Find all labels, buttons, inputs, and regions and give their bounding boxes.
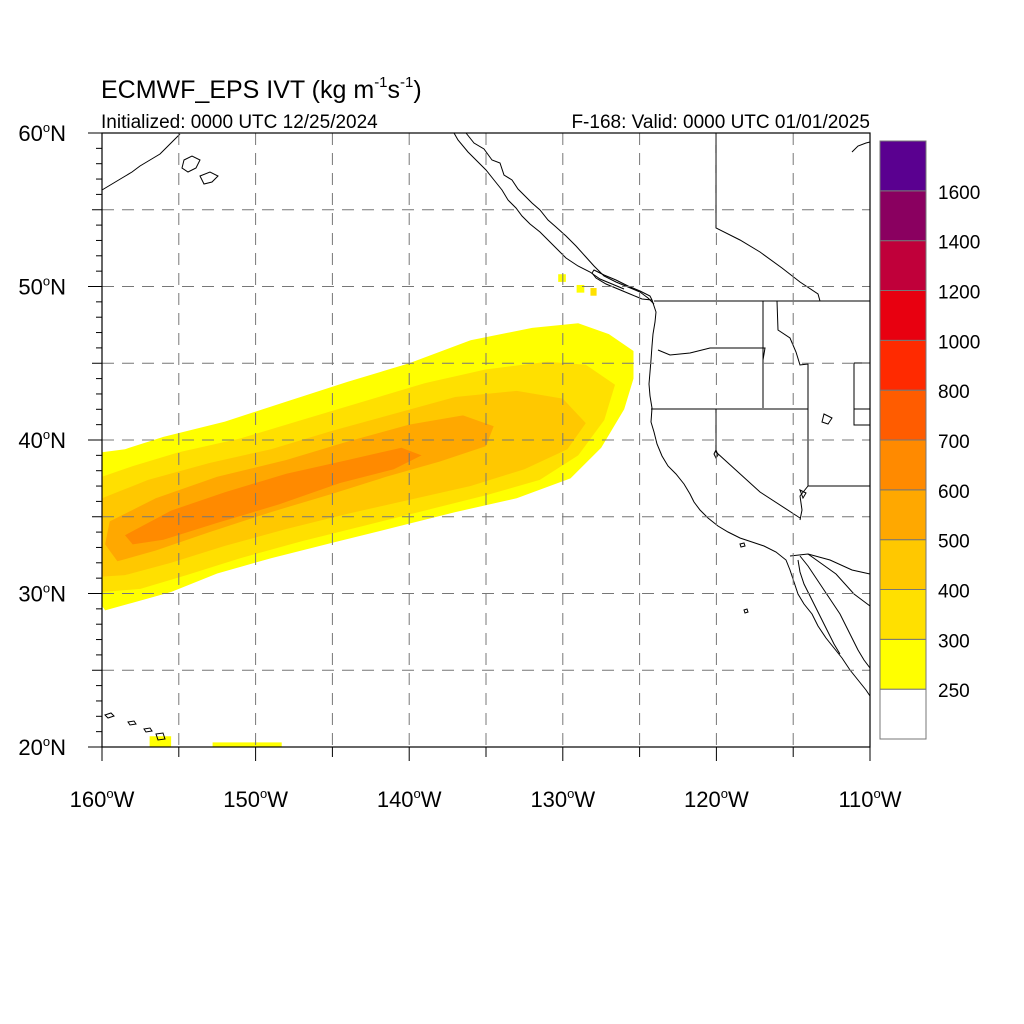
colorbar-label-300: 300 [938, 631, 970, 652]
ne-corner-coast [851, 141, 871, 153]
alaska-panhandle-coast [453, 132, 625, 290]
baja-inner-coast [797, 559, 841, 655]
colorbar-label-250: 250 [938, 681, 970, 702]
lon-label-130: 130oW [530, 786, 595, 812]
ivt-spot-1 [576, 284, 585, 293]
lat-label-50: 50oN [18, 274, 66, 300]
colorbar-swatch-6 [879, 389, 927, 441]
colorbar-label-1200: 1200 [938, 283, 980, 304]
colorbar-label-800: 800 [938, 382, 970, 403]
lat-label-40: 40oN [18, 427, 66, 453]
us-mexico-border [789, 553, 871, 575]
colorbar-label-500: 500 [938, 532, 970, 553]
colorbar-swatch-1 [879, 638, 927, 690]
gulf-of-california-coast [799, 555, 871, 669]
lat-label-30: 30oN [18, 581, 66, 607]
washington-oregon-border [657, 347, 766, 361]
great-salt-lake [821, 413, 833, 425]
alaska-west-coast [101, 133, 181, 191]
alaska-coastline [465, 132, 655, 305]
colorbar-label-1600: 1600 [938, 183, 980, 204]
channel-islands [739, 542, 749, 614]
alaska-canada-border [715, 133, 821, 302]
colorbar-label-700: 700 [938, 432, 970, 453]
us-west-coastline [648, 299, 871, 697]
axis-ticks [88, 132, 871, 761]
ivt-plume [102, 274, 634, 747]
colorbar-label-400: 400 [938, 582, 970, 603]
ivt-spot-2 [590, 288, 597, 296]
ivt-band-600 [125, 447, 422, 545]
colorbar-swatch-11 [879, 140, 927, 192]
colorbar-swatch-4 [879, 489, 927, 541]
lon-label-140: 140oW [377, 786, 442, 812]
colorbar-swatch-5 [879, 439, 927, 491]
lat-label-20: 20oN [18, 734, 66, 760]
coastlines [101, 132, 871, 741]
graticule [102, 133, 870, 747]
colorbar-swatch-10 [879, 190, 927, 242]
colorbar-label-1400: 1400 [938, 233, 980, 254]
colorbar-swatch-7 [879, 339, 927, 391]
ivt-colorbar: 250 300 400 500 600 700 800 1000 1200 1400 1600 [879, 140, 980, 740]
init-time-label: Initialized: 0000 UTC 12/25/2024 [101, 112, 378, 133]
lon-label-110: 110oW [838, 786, 901, 812]
lon-label-150: 150oW [223, 786, 288, 812]
idaho-border [762, 300, 809, 409]
valid-time-label: F-168: Valid: 0000 UTC 01/01/2025 [571, 112, 870, 133]
ivt-spot-0 [558, 274, 566, 282]
sonora-border [807, 553, 871, 607]
political-borders [651, 133, 871, 607]
lake-mead [799, 488, 807, 500]
colorbar-swatch-0 [879, 688, 927, 740]
colorbar-swatch-9 [879, 240, 927, 292]
kodiak-fragment [181, 155, 219, 185]
colorbar-label-1000: 1000 [938, 332, 980, 353]
nevada-border [715, 409, 801, 519]
colorbar-swatch-8 [879, 290, 927, 341]
ivt-spot-3 [212, 742, 282, 747]
longitude-labels: 160oW 150oW 140oW 130oW 120oW 110oW [70, 786, 902, 812]
ivt-spot-4 [149, 736, 172, 747]
vancouver-island-coast [591, 269, 653, 301]
hawaii-islands [104, 712, 166, 741]
map-title: ECMWF_EPS IVT (kg m-1s-1) [101, 74, 422, 104]
colorbar-swatch-3 [879, 539, 927, 591]
nevada-arizona-border [799, 409, 809, 521]
map-plot-area [101, 132, 871, 748]
lon-label-120: 120oW [684, 786, 749, 812]
lat-label-60: 60oN [18, 120, 66, 146]
latitude-labels: 60oN 50oN 40oN 30oN 20oN [18, 120, 66, 760]
colorbar-swatch-2 [879, 589, 927, 640]
lon-label-160: 160oW [70, 786, 135, 812]
colorbar-label-600: 600 [938, 482, 970, 503]
